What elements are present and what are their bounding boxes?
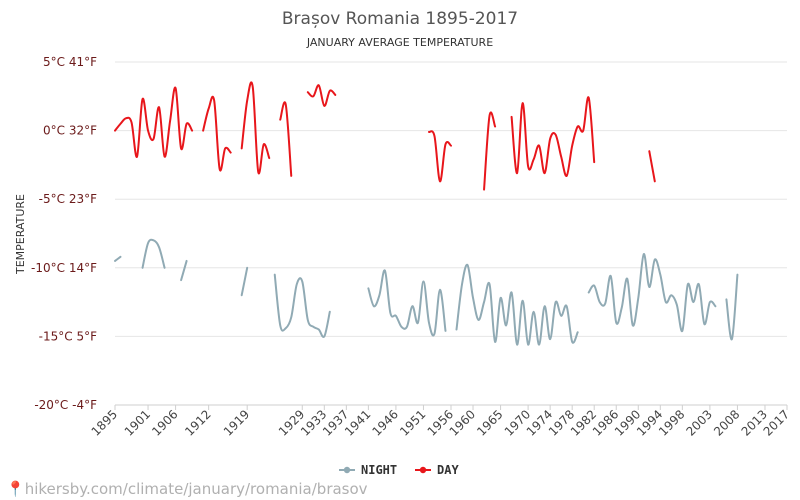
y-tick-label: -10°C 14°F [31,261,97,275]
y-tick-label: -15°C 5°F [39,329,97,343]
series-line-night [457,265,578,345]
series-line-day [280,102,291,176]
series-line-day [649,151,655,181]
series-line-day [484,112,495,189]
legend-label-night: NIGHT [361,463,397,477]
series-line-night [143,240,165,268]
series-line-day [512,97,595,176]
series-line-night [589,254,716,331]
x-tick-label: 2003 [684,407,715,438]
series-line-night [181,261,187,280]
x-tick-label: 1906 [149,407,180,438]
location-pin-icon: 📍 [6,480,25,498]
chart-subtitle: JANUARY AVERAGE TEMPERATURE [306,36,493,49]
series-line-night [368,270,445,335]
series-line-day [203,97,231,171]
y-tick-label: -5°C 23°F [39,192,97,206]
footer-url: hikersby.com/climate/january/romania/bra… [25,480,368,498]
x-tick-label: 2008 [711,407,742,438]
x-tick-label: 1941 [342,407,373,438]
legend-item-day[interactable]: DAY [415,463,459,477]
y-axis-ticks: 5°C 41°F 0°C 32°F -5°C 23°F -10°C 14°F -15°C… [31,55,97,412]
series-day [115,82,655,189]
y-tick-label: -20°C -4°F [34,398,97,412]
x-tick-label: 1946 [370,407,401,438]
legend-marker-day [420,467,426,473]
series-line-night [242,268,248,295]
legend-marker-night [344,467,350,473]
series-line-day [242,82,270,173]
series-line-day [115,88,192,157]
x-tick-label: 2017 [761,407,792,438]
legend-item-night[interactable]: NIGHT [339,463,397,477]
y-axis-label: TEMPERATURE [14,194,27,275]
x-tick-label: 1998 [656,407,687,438]
series-line-day [308,85,336,106]
legend: NIGHT DAY [339,463,459,477]
x-tick-label: 1919 [221,407,252,438]
legend-label-day: DAY [437,463,459,477]
series-night [115,240,737,345]
series-line-night [275,275,330,337]
series-line-day [429,131,451,181]
y-tick-label: 5°C 41°F [43,55,97,69]
x-tick-label: 1912 [182,407,213,438]
series-line-night [726,275,737,340]
footer-link[interactable]: 📍hikersby.com/climate/january/romania/br… [6,480,368,498]
chart-title: Brașov Romania 1895-2017 [282,9,518,29]
series [115,82,737,344]
x-tick-label: 1901 [122,407,153,438]
x-tick-label: 1951 [397,407,428,438]
x-tick-label: 1960 [447,407,478,438]
x-tick-label: 1965 [474,407,505,438]
y-tick-label: 0°C 32°F [43,124,97,138]
series-line-night [115,257,121,261]
